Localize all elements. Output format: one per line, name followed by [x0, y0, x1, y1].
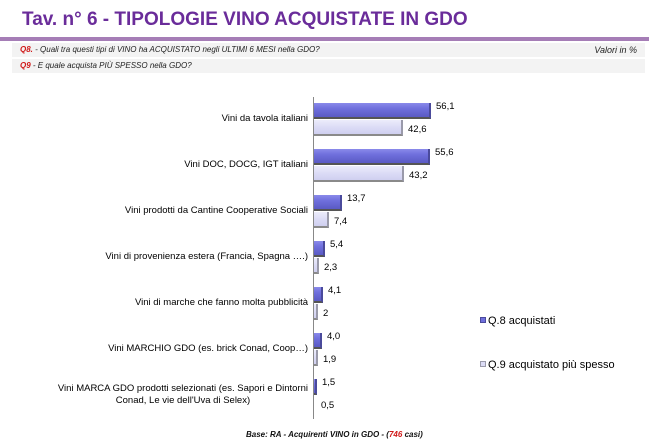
category-label: Vini MARCHIO GDO (es. brick Conad, Coop……: [108, 343, 308, 355]
data-label: 5,4: [330, 239, 344, 250]
data-label: 4,0: [327, 331, 341, 342]
category-label-line: Vini DOC, DOCG, IGT italiani: [184, 159, 308, 170]
bar-q8: [314, 195, 342, 211]
category-axis: [313, 97, 314, 419]
base-suffix: casi): [402, 430, 423, 439]
category-label-line: Conad, Le vie dell'Uva di Selex): [115, 395, 251, 406]
category-label-line: Vini MARCHIO GDO (es. brick Conad, Coop……: [108, 343, 308, 354]
category-label-line: Vini di marche che fanno molta pubblicit…: [134, 297, 308, 308]
base-prefix: Base: RA - Acquirenti VINO in GDO - (: [246, 430, 389, 439]
bar-q9: [314, 212, 329, 228]
question-q9: Q9 - E quale acquista PIÙ SPESSO nella G…: [12, 59, 645, 73]
page-title: Tav. n° 6 - TIPOLOGIE VINO ACQUISTATE IN…: [22, 9, 468, 30]
bar-q8: [314, 149, 430, 165]
category-label: Vini prodotti da Cantine Cooperative Soc…: [125, 205, 308, 217]
data-label: 43,2: [409, 170, 428, 181]
data-label: 55,6: [435, 147, 454, 158]
category-label: Vini DOC, DOCG, IGT italiani: [184, 159, 308, 171]
bar-q9: [314, 166, 404, 182]
question-text: - E quale acquista PIÙ SPESSO nella GDO?: [30, 61, 192, 70]
legend-label: Q.9 acquistato più spesso: [488, 359, 615, 371]
data-label: 2: [323, 308, 329, 319]
category-label: Vini di provenienza estera (Francia, Spa…: [105, 251, 308, 263]
data-label: 1,9: [323, 354, 337, 365]
bar-q8: [314, 333, 322, 349]
data-label: 56,1: [436, 101, 455, 112]
data-label: 7,4: [334, 216, 348, 227]
question-id: Q8.: [20, 45, 33, 54]
base-count: 746: [388, 430, 403, 439]
bar-q9: [314, 304, 318, 320]
category-label: Vini di marche che fanno molta pubblicit…: [135, 297, 308, 309]
category-label-line: Vini prodotti da Cantine Cooperative Soc…: [124, 205, 308, 216]
data-label: 1,5: [322, 377, 336, 388]
data-label: 4,1: [328, 285, 342, 296]
bar-q9: [314, 120, 403, 136]
unit-label: Valori in %: [594, 45, 637, 55]
bar-q8: [314, 241, 325, 257]
bar-q9: [314, 350, 318, 366]
bar-q8: [314, 379, 317, 395]
bar-q9: [314, 258, 319, 274]
legend-item-q9: Q.9 acquistato più spesso: [480, 359, 615, 371]
category-label-line: Vini da tavola italiani: [221, 113, 308, 124]
question-q8: Q8. - Quali tra questi tipi di VINO ha A…: [12, 43, 645, 57]
category-label: Vini da tavola italiani: [222, 113, 308, 125]
question-id: Q9: [20, 61, 31, 70]
legend-item-q8: Q.8 acquistati: [480, 315, 555, 327]
data-label: 0,5: [321, 400, 335, 411]
title-separator: [0, 37, 649, 41]
legend-swatch-q8: [480, 317, 486, 323]
category-label: Vini MARCA GDO prodotti selezionati (es.…: [58, 383, 308, 407]
bar-q8: [314, 287, 323, 303]
bar-q8: [314, 103, 431, 119]
base-footnote: Base: RA - Acquirenti VINO in GDO - (746…: [246, 430, 423, 439]
question-text: - Quali tra questi tipi di VINO ha ACQUI…: [32, 45, 320, 54]
data-label: 42,6: [408, 124, 427, 135]
legend-swatch-q9: [480, 361, 486, 367]
legend-label: Q.8 acquistati: [488, 315, 556, 327]
category-label-line: Vini MARCA GDO prodotti selezionati (es.…: [57, 383, 308, 394]
category-label-line: Vini di provenienza estera (Francia, Spa…: [105, 251, 308, 262]
data-label: 13,7: [347, 193, 366, 204]
data-label: 2,3: [324, 262, 338, 273]
